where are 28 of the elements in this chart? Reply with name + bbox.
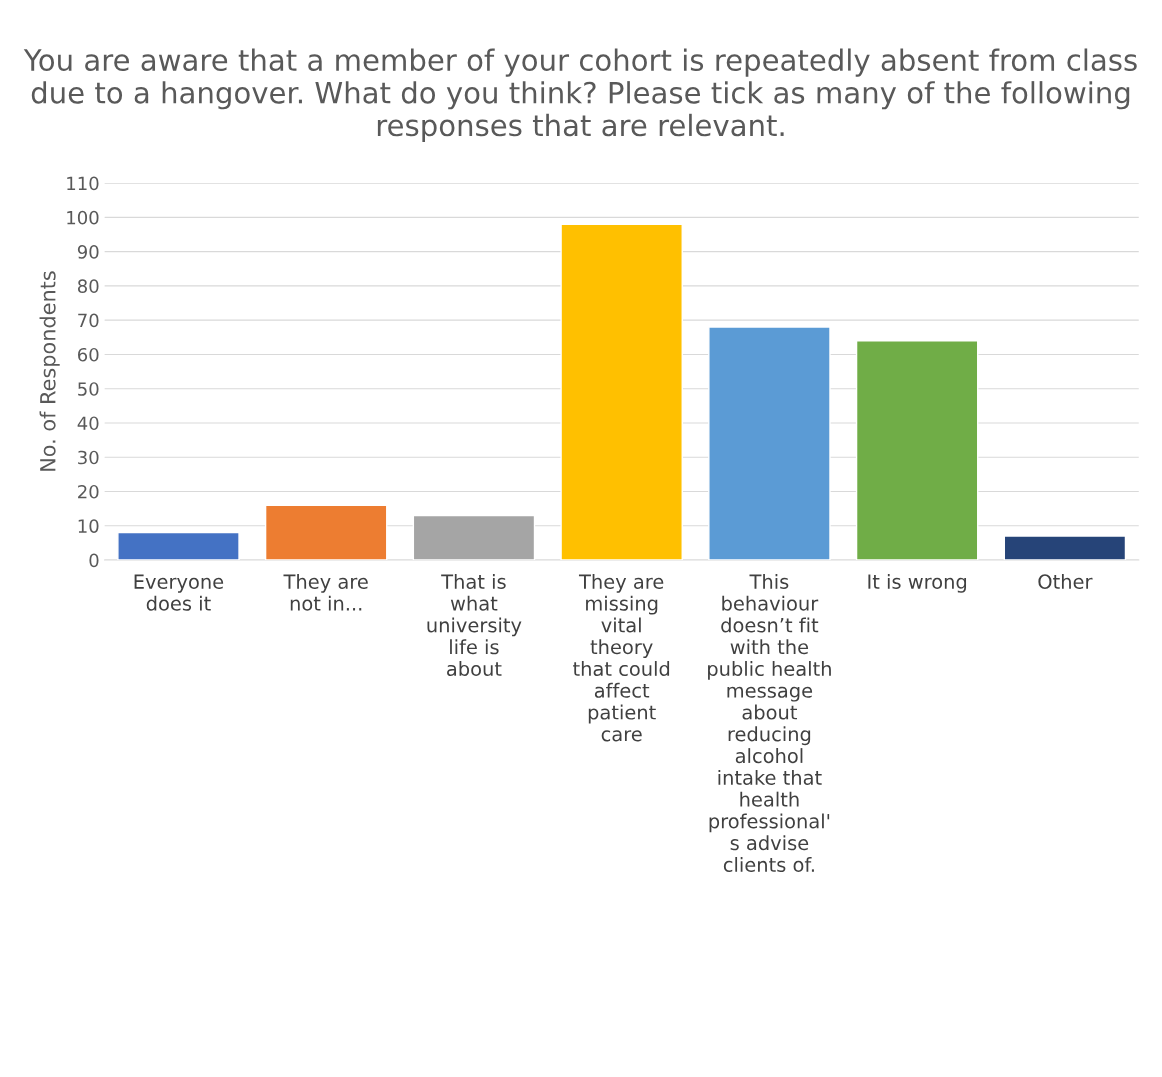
y-tick-label: 70 xyxy=(78,313,99,328)
bar xyxy=(708,326,831,561)
bar xyxy=(855,340,979,561)
y-axis-title: No. of Respondents xyxy=(39,271,60,471)
y-tick-label: 100 xyxy=(67,210,99,225)
y-tick-label: 60 xyxy=(78,347,99,362)
x-tick-label: Everyone does it xyxy=(134,574,224,611)
y-tick-label: 110 xyxy=(67,176,99,191)
y-tick-label: 80 xyxy=(77,279,99,294)
x-tick-label: That is what university life is about xyxy=(427,573,522,677)
bar xyxy=(117,531,240,561)
y-tick-label: 10 xyxy=(78,519,99,533)
y-tick-label: 90 xyxy=(77,245,99,259)
bar xyxy=(412,514,536,561)
chart-title: You are aware that a member of your cohort is repeatedly absent from class due to a hangover. What do you think? Please tick as many of the following responses that are relevant. xyxy=(23,48,1137,143)
y-tick-label: 0 xyxy=(89,553,99,568)
bar xyxy=(560,223,683,561)
bar xyxy=(264,504,388,561)
x-tick-label: They are missing vital theory that could affect patient care xyxy=(573,573,670,742)
y-tick-label: 20 xyxy=(78,484,99,499)
x-tick-label: They are not in... xyxy=(283,573,368,611)
x-tick-label: Other xyxy=(1038,573,1093,589)
category-label: This behaviour doesn’t fit with the public health message about reducing alcohol intake that health professional' s advise clients of. xyxy=(708,573,831,873)
bar xyxy=(1003,535,1127,561)
y-tick-label: 50 xyxy=(78,382,99,396)
y-tick-label: 30 xyxy=(78,450,99,465)
y-tick-label: 40 xyxy=(77,416,99,431)
x-tick-label: It is wrong xyxy=(868,573,967,593)
